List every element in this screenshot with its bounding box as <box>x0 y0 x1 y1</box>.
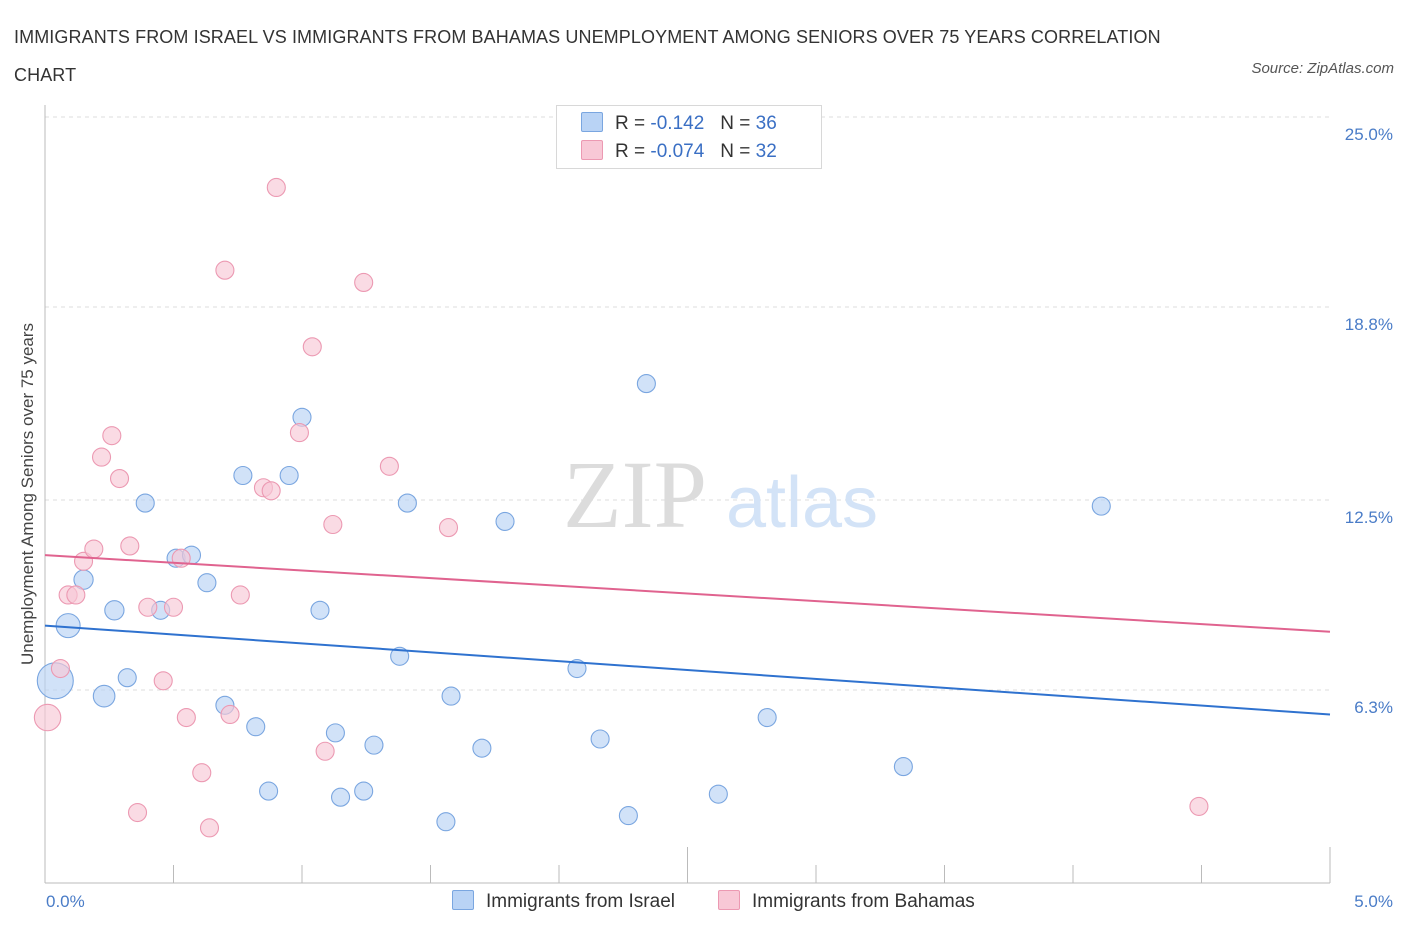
israel-point-30 <box>618 806 638 826</box>
legend-row-israel: R = -0.142 N = 36 <box>581 110 777 138</box>
bahamas-point-9 <box>120 536 140 556</box>
israel-point-17 <box>310 600 330 620</box>
israel-point-32 <box>708 784 728 804</box>
israel-point-10 <box>197 573 217 593</box>
bahamas-n-value: 32 <box>755 141 777 162</box>
bahamas-point-6 <box>91 447 112 467</box>
source-label: Source: ZipAtlas.com <box>1251 60 1394 77</box>
y-tick-label-0: 6.3% <box>1354 698 1393 717</box>
israel-trend-line <box>44 624 1331 716</box>
israel-point-4 <box>104 600 125 621</box>
bahamas-point-26 <box>315 741 335 761</box>
israel-point-1 <box>55 613 81 639</box>
israel-point-35 <box>1091 496 1111 516</box>
bahamas-point-19 <box>220 704 240 725</box>
bahamas-point-22 <box>261 481 281 501</box>
watermark-zip: ZIP <box>563 441 707 548</box>
bahamas-r-label: R = <box>615 141 646 162</box>
israel-n-label: N = <box>720 113 751 134</box>
israel-point-33 <box>757 707 777 728</box>
israel-point-15 <box>279 465 299 486</box>
israel-point-22 <box>390 646 410 666</box>
bahamas-trend-line <box>44 554 1331 633</box>
israel-n-value: 36 <box>755 113 777 134</box>
bahamas-point-18 <box>215 260 235 280</box>
israel-point-13 <box>246 717 266 737</box>
israel-point-20 <box>354 781 374 801</box>
watermark: ZIP atlas <box>563 441 878 548</box>
chart-title: IMMIGRANTS FROM ISRAEL VS IMMIGRANTS FRO… <box>14 27 1161 85</box>
bahamas-point-16 <box>192 763 212 783</box>
israel-point-31 <box>636 374 656 394</box>
bahamas-point-0 <box>33 703 62 732</box>
legend-item-bahamas[interactable]: Immigrants from Bahamas <box>718 888 975 916</box>
bahamas-point-13 <box>163 597 184 617</box>
israel-point-24 <box>436 812 456 832</box>
legend-item-israel[interactable]: Immigrants from Israel <box>452 888 675 916</box>
bahamas-r-value: -0.074 <box>650 141 705 162</box>
bahamas-point-10 <box>127 802 148 823</box>
israel-r-value: -0.142 <box>650 113 705 134</box>
israel-point-34 <box>893 757 913 777</box>
tick-labels: 6.3% 12.5% 18.8% 25.0% 0.0% 5.0% <box>46 125 1393 911</box>
israel-point-28 <box>567 658 587 679</box>
bahamas-point-1 <box>50 658 70 679</box>
israel-r-label: R = <box>615 113 646 134</box>
bahamas-point-27 <box>323 514 343 535</box>
bahamas-point-23 <box>266 177 286 198</box>
israel-points <box>36 374 1111 832</box>
trend-lines <box>44 554 1331 716</box>
bahamas-point-15 <box>176 707 196 728</box>
israel-legend-swatch <box>452 890 474 910</box>
correlation-legend: R = -0.142 N = 36 R = -0.074 N = 32 <box>556 105 822 169</box>
bahamas-point-28 <box>354 272 374 293</box>
israel-legend-label: Immigrants from Israel <box>486 891 675 912</box>
israel-swatch <box>581 112 603 132</box>
bahamas-point-31 <box>1189 796 1209 816</box>
israel-point-6 <box>135 493 155 513</box>
bahamas-point-7 <box>102 426 122 446</box>
israel-point-19 <box>330 787 351 807</box>
bahamas-point-17 <box>199 818 220 838</box>
israel-point-23 <box>397 493 417 513</box>
bahamas-point-8 <box>109 469 130 489</box>
y-tick-label-1: 12.5% <box>1345 508 1393 527</box>
y-tick-label-2: 18.8% <box>1345 315 1393 334</box>
israel-point-27 <box>495 511 515 531</box>
y-tick-label-3: 25.0% <box>1345 125 1393 144</box>
bahamas-legend-swatch <box>718 890 740 910</box>
x-tick-label-min: 0.0% <box>46 892 85 911</box>
israel-point-21 <box>364 735 384 755</box>
bahamas-legend-label: Immigrants from Bahamas <box>752 891 975 912</box>
bahamas-point-24 <box>289 423 309 443</box>
x-tick-label-max: 5.0% <box>1354 892 1393 911</box>
israel-point-25 <box>441 686 461 706</box>
bahamas-point-3 <box>66 585 86 605</box>
israel-point-18 <box>325 723 345 743</box>
bahamas-point-29 <box>379 456 399 476</box>
israel-point-29 <box>590 729 610 749</box>
axes <box>44 105 1331 884</box>
bahamas-point-30 <box>438 518 459 538</box>
bahamas-swatch <box>581 140 603 160</box>
bahamas-point-20 <box>230 585 250 605</box>
bahamas-point-12 <box>153 671 173 691</box>
israel-point-3 <box>92 684 116 708</box>
israel-point-12 <box>233 465 253 486</box>
watermark-atlas: atlas <box>726 463 878 543</box>
bahamas-point-11 <box>138 597 158 617</box>
bahamas-points <box>33 177 1209 838</box>
bahamas-point-25 <box>302 337 322 357</box>
bahamas-n-label: N = <box>720 141 751 162</box>
legend-row-bahamas: R = -0.074 N = 32 <box>581 138 777 166</box>
israel-point-26 <box>472 738 492 758</box>
israel-point-5 <box>117 668 137 688</box>
bahamas-point-5 <box>84 539 104 559</box>
israel-point-14 <box>259 781 279 801</box>
